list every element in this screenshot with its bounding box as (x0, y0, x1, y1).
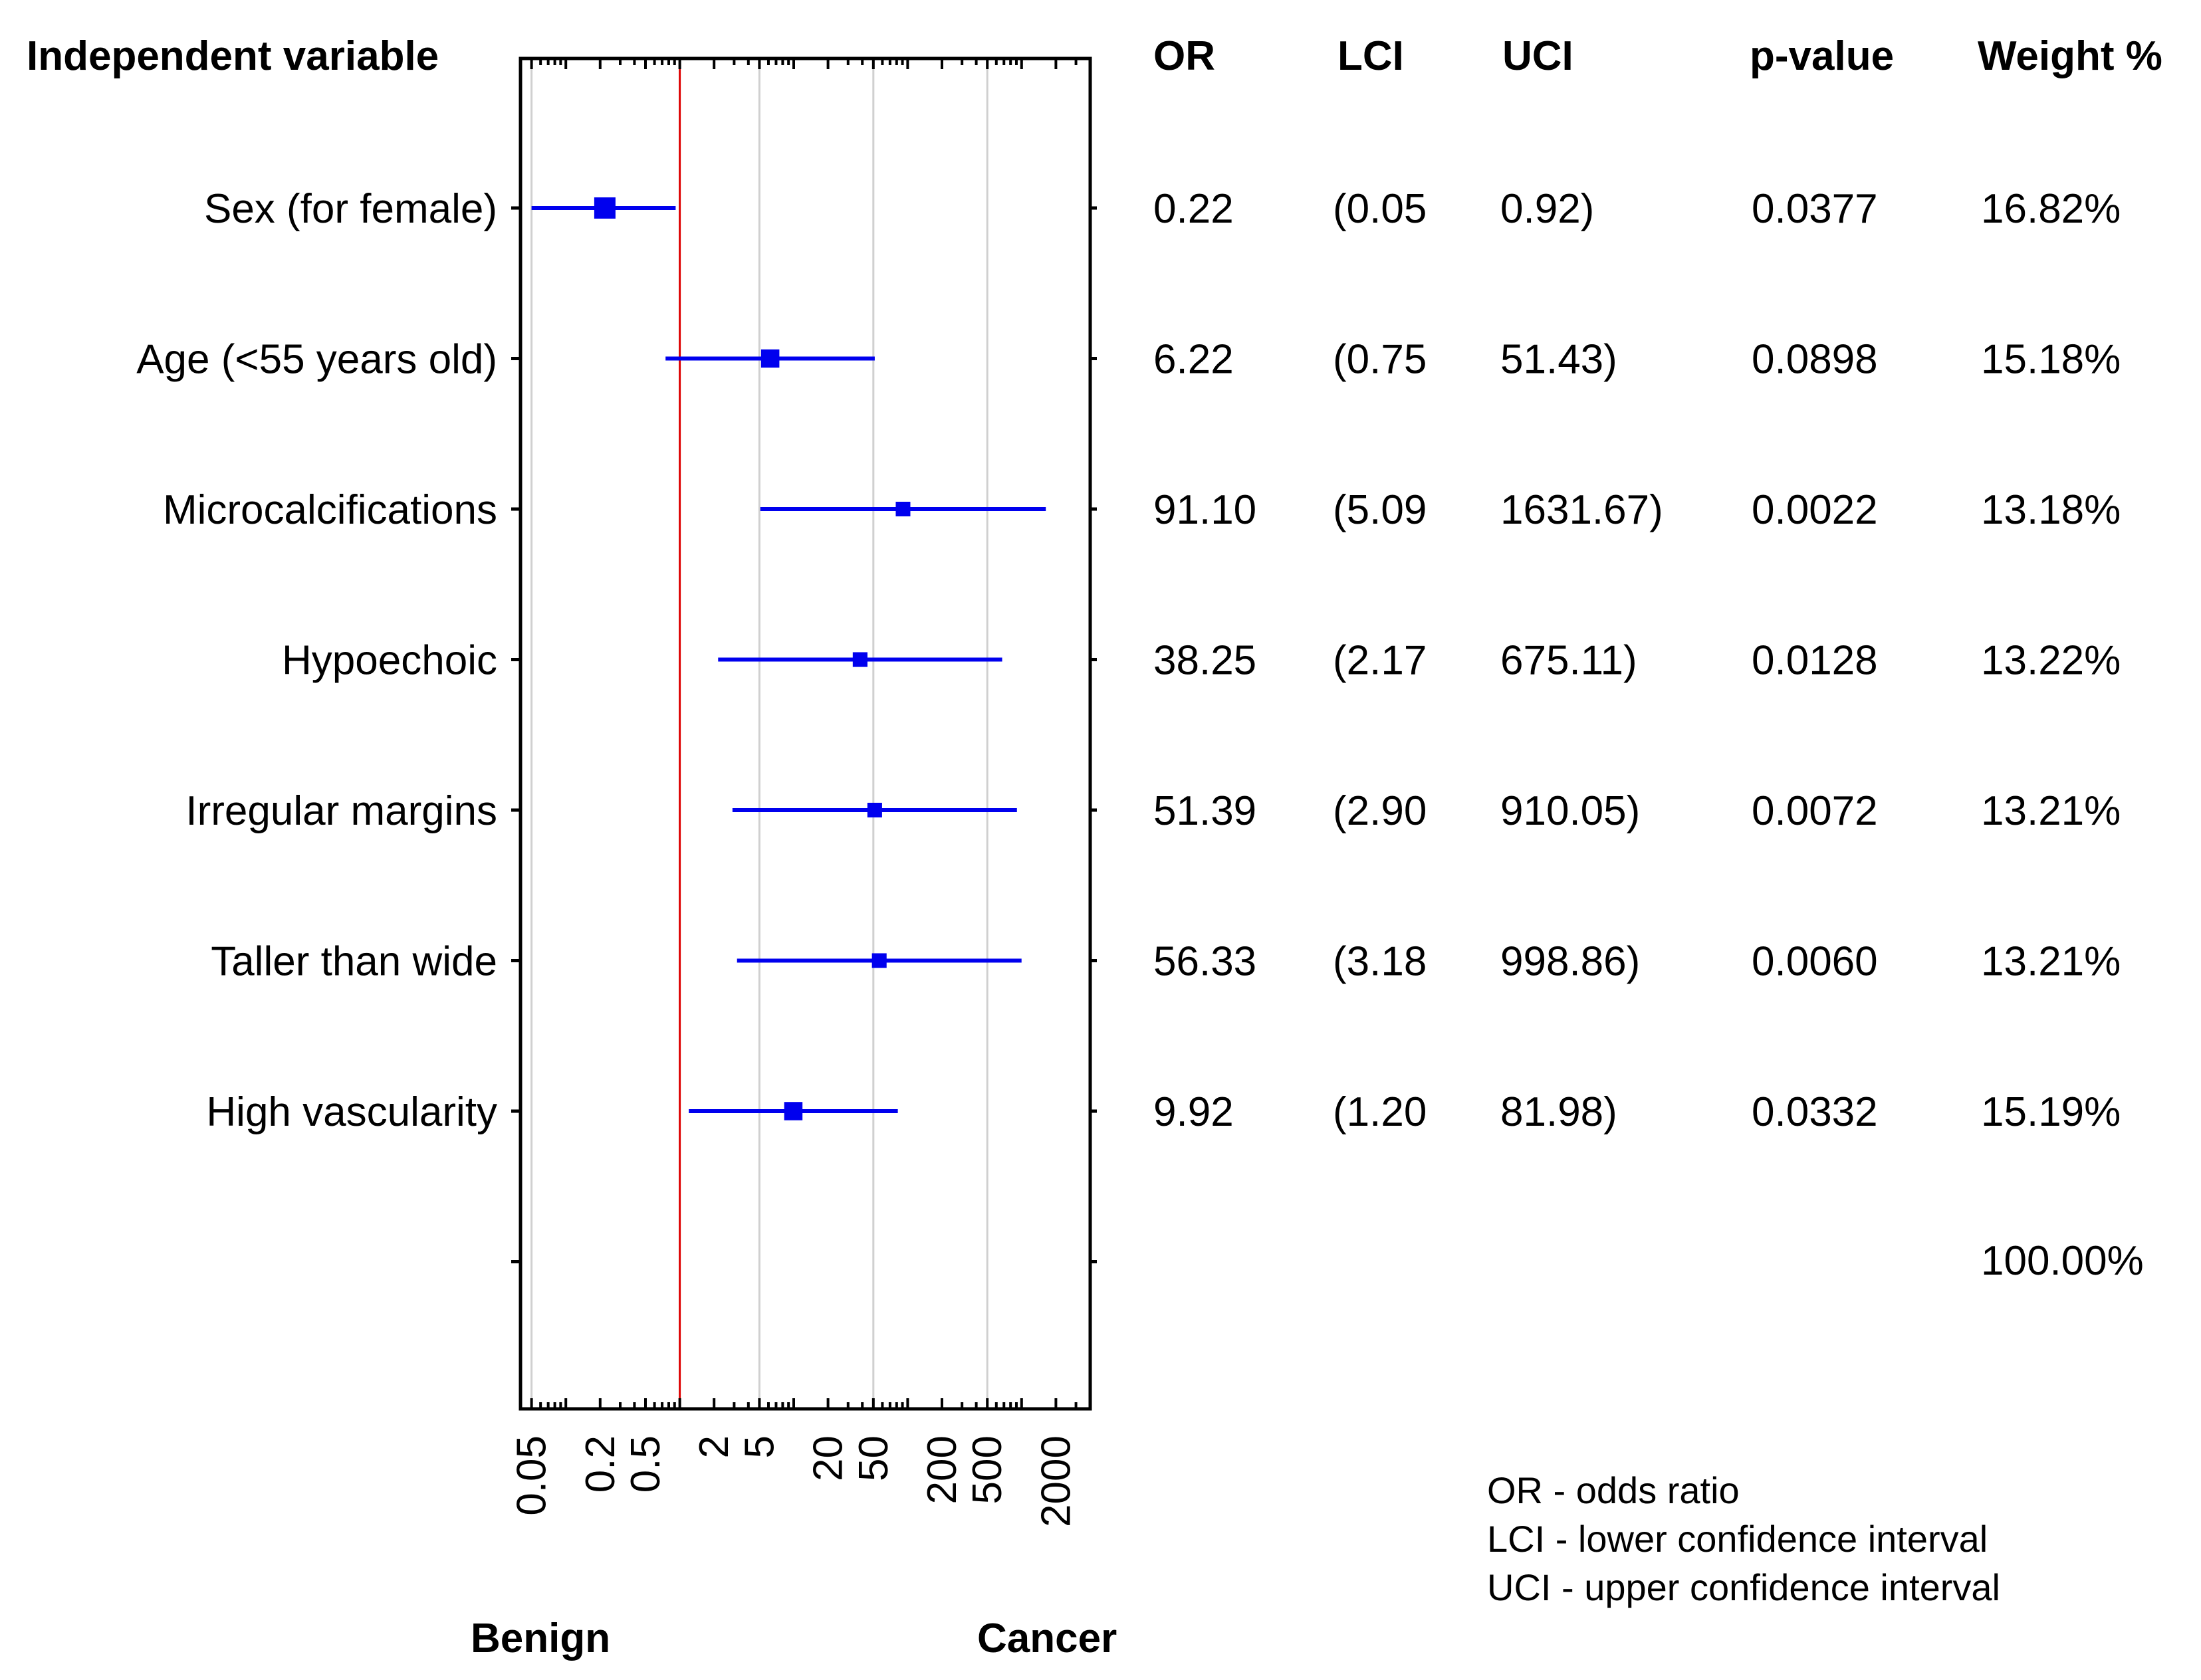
weight-value: 13.21% (1981, 939, 2121, 985)
p-value: 0.0128 (1752, 638, 1878, 684)
weight-value: 13.21% (1981, 788, 2121, 834)
header-p-value: p-value (1750, 33, 1894, 79)
or-marker (852, 652, 868, 667)
forest-row-7 (689, 1102, 898, 1120)
x-tick-label: 0.05 (509, 1435, 555, 1516)
weight-value: 16.82% (1981, 186, 2121, 232)
header-lci: LCI (1337, 33, 1404, 79)
footer-benign: Benign (471, 1616, 610, 1661)
x-tick-label: 20 (806, 1435, 852, 1481)
weight-value: 15.19% (1981, 1089, 2121, 1135)
lci-value: (3.18 (1333, 939, 1427, 985)
weight-value: 15.18% (1981, 337, 2121, 383)
or-value: 91.10 (1153, 487, 1256, 533)
uci-value: 675.11) (1500, 638, 1637, 684)
forest-row-2 (665, 349, 875, 368)
total-weight: 100.00% (1981, 1238, 2144, 1284)
ci-bars (531, 197, 1046, 1120)
uci-value: 51.43) (1500, 337, 1617, 383)
header-uci: UCI (1502, 33, 1573, 79)
forest-row-6 (737, 953, 1022, 968)
plot-frame (519, 56, 1092, 1411)
lci-value: (1.20 (1333, 1089, 1427, 1135)
row-label: Age (<55 years old) (136, 337, 497, 383)
gridlines (530, 58, 988, 1409)
p-value: 0.0022 (1752, 487, 1878, 533)
row-label: Microcalcifications (163, 487, 497, 533)
forest-row-5 (732, 802, 1017, 818)
x-tick-label: 0.5 (623, 1435, 669, 1493)
or-value: 9.92 (1153, 1089, 1234, 1135)
legend-uci: UCI - upper confidence interval (1487, 1566, 2000, 1608)
or-value: 38.25 (1153, 638, 1256, 684)
or-value: 0.22 (1153, 186, 1234, 232)
or-marker (871, 953, 887, 968)
forest-row-1 (531, 197, 676, 219)
axis-ticks (511, 58, 1097, 1409)
lci-value: (5.09 (1333, 487, 1427, 533)
x-tick-label: 0.2 (578, 1435, 624, 1493)
footer-cancer: Cancer (977, 1616, 1117, 1661)
row-label: Taller than wide (211, 939, 497, 985)
or-marker (760, 349, 780, 368)
lci-value: (0.75 (1333, 337, 1427, 383)
or-marker (594, 197, 616, 219)
lci-value: (2.90 (1333, 788, 1427, 834)
p-value: 0.0377 (1752, 186, 1878, 232)
uci-value: 81.98) (1500, 1089, 1617, 1135)
table-rows: Sex (for female) 0.22 (0.05 0.92) 0.0377 16.8… (136, 186, 2121, 1135)
header-variable: Independent variable (27, 33, 439, 79)
lci-value: (2.17 (1333, 638, 1427, 684)
or-marker (784, 1102, 803, 1120)
uci-value: 0.92) (1500, 186, 1594, 232)
x-tick-label: 50 (851, 1435, 897, 1481)
x-tick-label: 500 (965, 1435, 1010, 1504)
row-label: Irregular margins (185, 788, 497, 834)
x-tick-label: 2 (691, 1435, 737, 1458)
or-marker (867, 802, 882, 818)
forest-row-4 (718, 652, 1002, 667)
or-value: 56.33 (1153, 939, 1256, 985)
x-tick-label: 2000 (1033, 1435, 1079, 1527)
lci-value: (0.05 (1333, 186, 1427, 232)
legend-lci: LCI - lower confidence interval (1487, 1518, 1988, 1560)
p-value: 0.0898 (1752, 337, 1878, 383)
p-value: 0.0072 (1752, 788, 1878, 834)
row-label: Hypoechoic (282, 638, 497, 684)
legend-or: OR - odds ratio (1487, 1469, 1740, 1511)
weight-value: 13.18% (1981, 487, 2121, 533)
forest-row-3 (760, 502, 1046, 516)
p-value: 0.0060 (1752, 939, 1878, 985)
row-label: Sex (for female) (204, 186, 497, 232)
or-value: 51.39 (1153, 788, 1256, 834)
uci-value: 910.05) (1500, 788, 1640, 834)
header-or: OR (1153, 33, 1215, 79)
header-weight: Weight % (1978, 33, 2162, 79)
row-label: High vascularity (206, 1089, 497, 1135)
x-tick-label: 5 (737, 1435, 782, 1458)
uci-value: 998.86) (1500, 939, 1640, 985)
or-marker (895, 502, 911, 516)
or-value: 6.22 (1153, 337, 1234, 383)
p-value: 0.0332 (1752, 1089, 1878, 1135)
x-tick-label: 200 (919, 1435, 965, 1504)
uci-value: 1631.67) (1500, 487, 1663, 533)
x-tick-labels: 0.05 0.2 0.5 2 5 20 50 200 500 2000 (509, 1435, 1080, 1527)
weight-value: 13.22% (1981, 638, 2121, 684)
